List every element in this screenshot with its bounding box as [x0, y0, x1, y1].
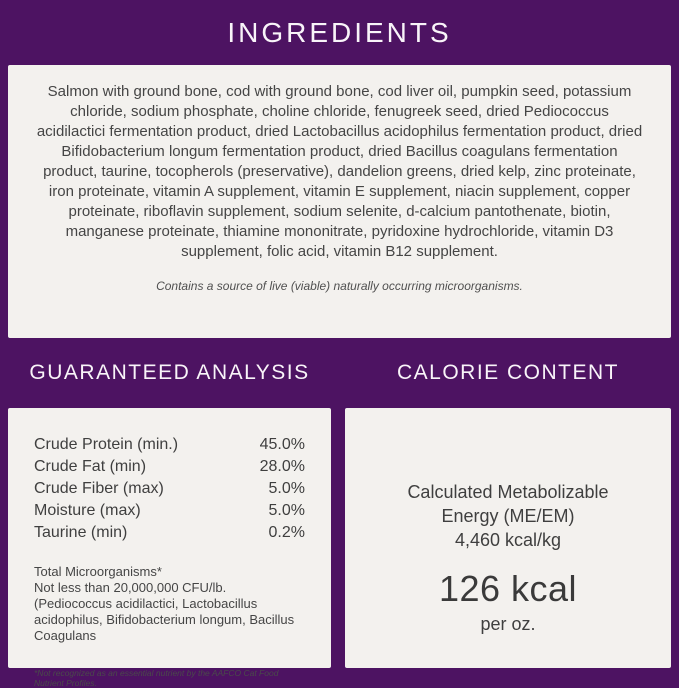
table-row: Crude Fiber (max) 5.0% [34, 478, 305, 500]
nutrient-value: 5.0% [268, 502, 305, 519]
guaranteed-analysis-table: Crude Protein (min.) 45.0% Crude Fat (mi… [34, 434, 305, 544]
ingredients-header-band: INGREDIENTS [0, 0, 679, 65]
total-microorganisms-title: Total Microorganisms* [34, 564, 162, 579]
live-microorganisms-note: Contains a source of live (viable) natur… [156, 279, 523, 293]
metabolizable-energy-label: Calculated Metabolizable Energy (ME/EM) [407, 482, 609, 526]
section-headers-row: GUARANTEED ANALYSIS CALORIE CONTENT [0, 338, 679, 408]
nutrient-value: 5.0% [268, 480, 305, 497]
total-microorganisms-block: Total Microorganisms* Not less than 20,0… [34, 564, 305, 644]
guaranteed-analysis-title: GUARANTEED ANALYSIS [29, 361, 310, 384]
nutrient-label: Crude Fiber (max) [34, 480, 164, 497]
nutrient-value: 28.0% [259, 458, 305, 475]
table-row: Crude Protein (min.) 45.0% [34, 434, 305, 456]
aafco-footnote: *Not recognized as an essential nutrient… [34, 668, 279, 688]
table-row: Moisture (max) 5.0% [34, 500, 305, 522]
nutrient-label: Taurine (min) [34, 524, 128, 541]
metabolizable-energy-value: 4,460 kcal/kg [454, 530, 562, 550]
calorie-content-title: CALORIE CONTENT [396, 361, 620, 384]
nutrient-label: Moisture (max) [34, 502, 141, 519]
kcal-per-oz-unit: per oz. [480, 614, 536, 634]
ingredients-list-text: Salmon with ground bone, cod with ground… [36, 83, 643, 260]
ingredients-title: INGREDIENTS [227, 16, 452, 48]
nutrient-value: 45.0% [259, 436, 305, 453]
nutrient-label: Crude Protein (min.) [34, 436, 179, 453]
kcal-per-oz-value: 126 kcal [438, 568, 578, 609]
guaranteed-analysis-card: Crude Protein (min.) 45.0% Crude Fat (mi… [8, 408, 331, 688]
ingredients-card: Salmon with ground bone, cod with ground… [8, 65, 671, 338]
calorie-content-card: Calculated Metabolizable Energy (ME/EM) … [345, 408, 671, 668]
nutrient-value: 0.2% [268, 524, 305, 541]
total-microorganisms-body: Not less than 20,000,000 CFU/lb. (Pedioc… [34, 580, 295, 643]
table-row: Taurine (min) 0.2% [34, 522, 305, 544]
bottom-cards-row: Crude Protein (min.) 45.0% Crude Fat (mi… [0, 408, 679, 688]
table-row: Crude Fat (min) 28.0% [34, 456, 305, 478]
nutrient-label: Crude Fat (min) [34, 458, 147, 475]
